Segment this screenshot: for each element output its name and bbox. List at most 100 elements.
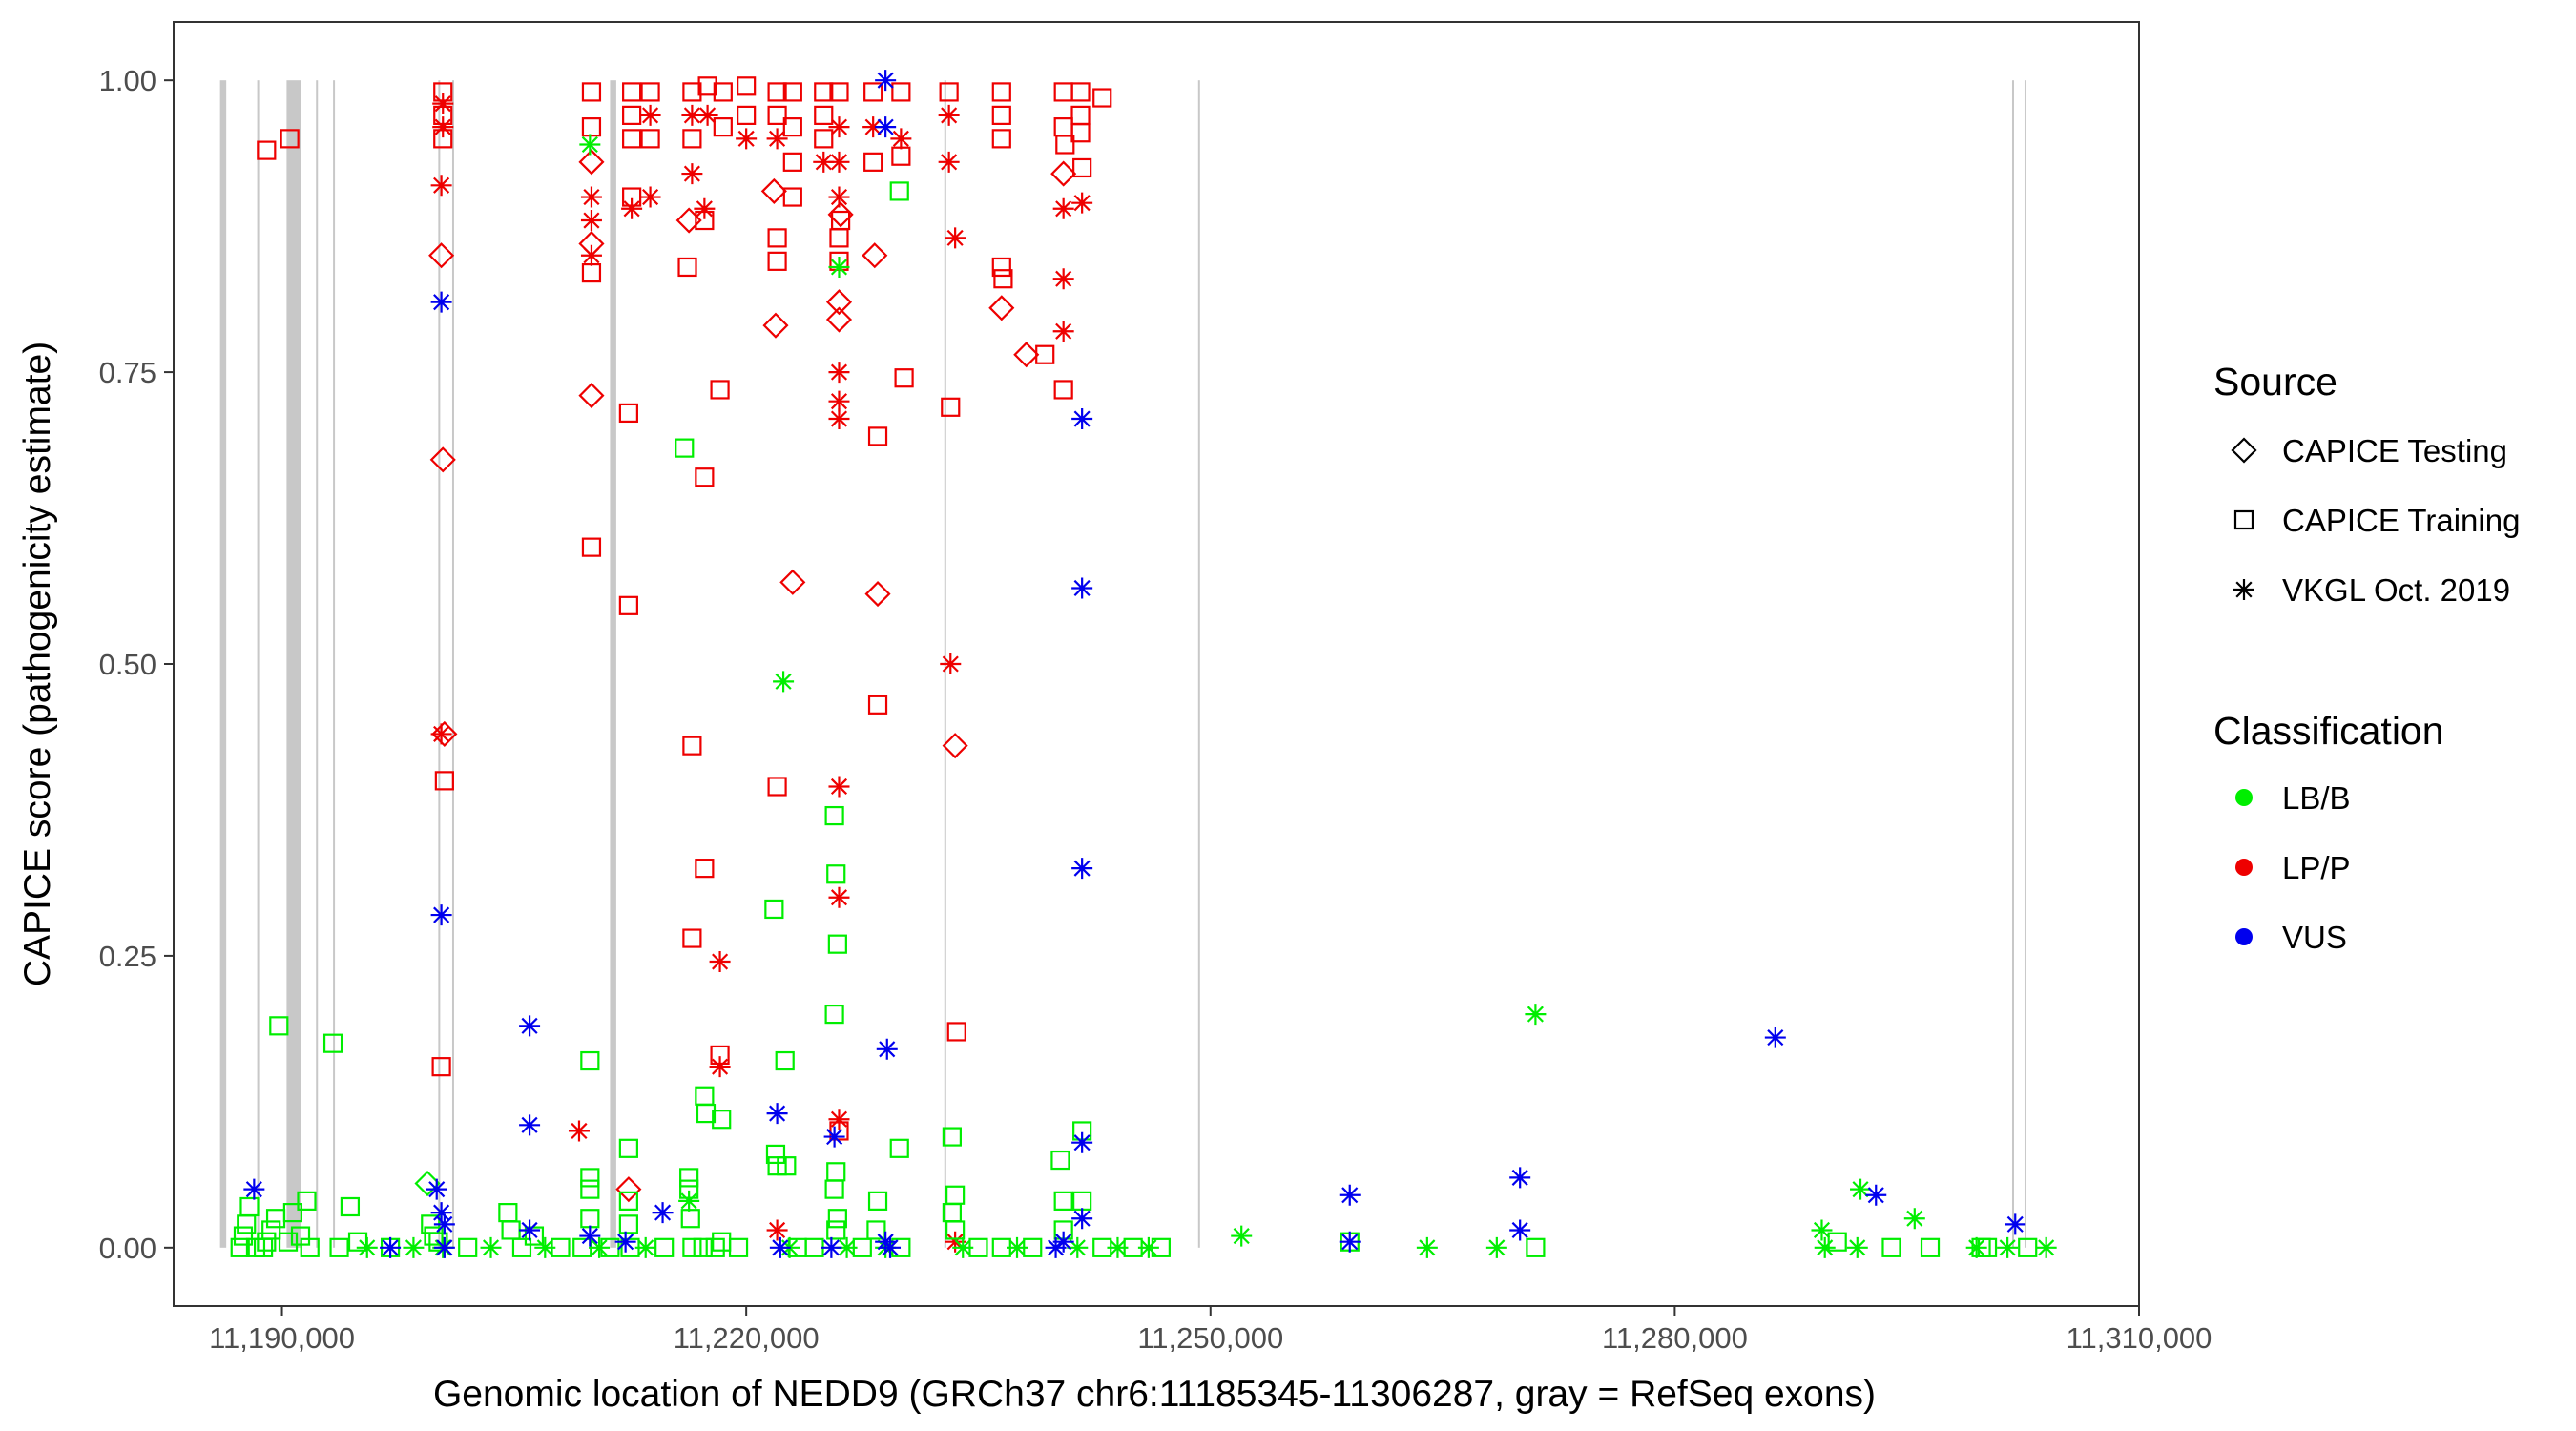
data-point-lpp-asterisk <box>828 776 850 798</box>
data-point-lpp-asterisk <box>1052 197 1074 219</box>
data-point-lpp-square <box>710 380 730 400</box>
exon-band <box>451 80 454 1248</box>
data-point-lpp-square <box>677 257 697 278</box>
data-point-lpp-square <box>767 777 787 797</box>
data-point-lbb-square <box>524 1226 545 1246</box>
y-tick-label: 1.00 <box>99 64 156 97</box>
data-point-lpp-square <box>991 82 1011 102</box>
data-point-lpp-square <box>618 403 638 424</box>
data-point-lbb-square <box>945 1220 966 1240</box>
data-point-lpp-asterisk <box>766 128 788 150</box>
data-point-lpp-square <box>682 736 702 756</box>
data-point-lpp-asterisk <box>430 723 452 745</box>
data-point-lbb-square <box>1151 1237 1171 1257</box>
data-point-lbb-asterisk <box>1846 1236 1868 1258</box>
data-point-lbb-square <box>458 1237 478 1257</box>
data-point-lbb-square <box>852 1237 872 1257</box>
data-point-lpp-square <box>863 82 883 102</box>
data-point-lbb-square <box>826 864 846 884</box>
y-axis: 0.00 0.25 0.50 0.75 1.00 <box>99 64 174 1265</box>
data-point-lpp-diamond <box>862 242 888 269</box>
data-point-lbb-asterisk <box>579 134 601 156</box>
y-tick-label: 0.50 <box>99 648 156 681</box>
data-point-lpp-asterisk <box>828 186 850 208</box>
data-point-lpp-asterisk <box>639 104 661 126</box>
data-point-lbb-square <box>827 934 847 954</box>
data-point-lpp-square <box>782 187 802 207</box>
data-point-lbb-asterisk <box>356 1236 378 1258</box>
data-point-vus-asterisk <box>823 1126 845 1148</box>
y-tick-label: 0.00 <box>99 1232 156 1265</box>
data-point-lbb-square <box>551 1237 571 1257</box>
y-axis-label: CAPICE score (pathogenicity estimate) <box>17 342 58 986</box>
data-point-lpp-square <box>640 82 660 102</box>
x-tick-label: 11,250,000 <box>1137 1321 1283 1355</box>
data-point-lpp-square <box>867 426 888 446</box>
data-points <box>230 70 2057 1258</box>
data-point-lpp-asterisk <box>580 244 602 266</box>
data-point-lpp-square <box>1070 123 1091 143</box>
data-point-lbb-square <box>764 899 784 920</box>
data-point-lpp-diamond <box>1013 342 1040 368</box>
data-point-lpp-square <box>829 1121 849 1141</box>
y-tick-label: 0.75 <box>99 356 156 389</box>
data-point-lbb-square <box>826 1220 846 1240</box>
data-point-vus-asterisk <box>430 904 452 926</box>
legend-keys <box>2231 437 2257 945</box>
data-point-lbb-asterisk <box>2035 1236 2057 1258</box>
data-point-lpp-square <box>581 117 602 137</box>
data-point-vus-asterisk <box>1071 1208 1093 1230</box>
data-point-lpp-square <box>894 368 914 388</box>
data-point-lpp-square <box>991 129 1011 149</box>
data-point-lpp-square <box>622 129 642 149</box>
data-point-lpp-asterisk <box>580 186 602 208</box>
data-point-lpp-square <box>280 129 300 149</box>
data-point-lbb-square <box>693 1237 713 1257</box>
data-point-lbb-square <box>889 181 909 201</box>
data-point-vus-asterisk <box>1052 1231 1074 1253</box>
data-point-lpp-square <box>941 397 961 417</box>
data-point-lpp-asterisk <box>945 1231 966 1253</box>
data-point-lpp-square <box>782 117 802 137</box>
data-point-lbb-asterisk <box>1965 1236 1987 1258</box>
data-point-lpp-square <box>829 82 849 102</box>
data-point-lpp-square <box>814 129 834 149</box>
data-point-lpp-square <box>993 269 1013 289</box>
data-point-lbb-asterisk <box>1231 1225 1253 1247</box>
data-point-lbb-asterisk <box>634 1236 656 1258</box>
data-point-vus-asterisk <box>426 1178 447 1200</box>
data-point-lpp-asterisk <box>681 163 703 185</box>
data-point-lbb-asterisk <box>1850 1178 1872 1200</box>
data-point-lpp-diamond <box>429 446 456 473</box>
data-point-lbb-square <box>618 1138 638 1158</box>
data-point-lpp-square <box>946 1022 966 1042</box>
data-point-lpp-diamond <box>988 295 1015 321</box>
data-point-lbb-square <box>679 1168 699 1188</box>
data-point-vus-asterisk <box>821 1236 842 1258</box>
data-point-lpp-square <box>991 257 1011 278</box>
data-point-lpp-square <box>767 251 787 271</box>
data-point-lpp-square <box>581 537 602 557</box>
data-point-vus-asterisk <box>430 1202 452 1224</box>
data-point-lpp-diamond <box>779 569 806 595</box>
exon-band <box>610 80 616 1248</box>
data-point-lpp-asterisk <box>681 104 703 126</box>
data-point-lbb-asterisk <box>1416 1236 1438 1258</box>
data-point-lbb-square <box>1977 1237 1998 1257</box>
data-point-lbb-square <box>866 1220 886 1240</box>
data-point-lpp-diamond <box>428 242 455 269</box>
data-point-lpp-asterisk <box>432 93 454 114</box>
data-point-lbb-square <box>233 1226 254 1246</box>
data-point-lbb-square <box>777 1156 797 1176</box>
data-point-lpp-asterisk <box>828 390 850 412</box>
data-point-lpp-square <box>767 105 787 125</box>
data-point-lbb-square <box>1050 1150 1070 1171</box>
legend-key-asterisk <box>2233 579 2254 600</box>
data-point-lbb-square <box>269 1016 289 1036</box>
data-point-lbb-asterisk <box>1814 1236 1836 1258</box>
data-point-lbb-square <box>824 1179 844 1199</box>
data-point-lbb-square <box>580 1179 600 1199</box>
data-point-vus-asterisk <box>579 1225 601 1247</box>
x-axis-label: Genomic location of NEDD9 (GRCh37 chr6:1… <box>433 1374 1876 1415</box>
data-point-lpp-asterisk <box>639 186 661 208</box>
